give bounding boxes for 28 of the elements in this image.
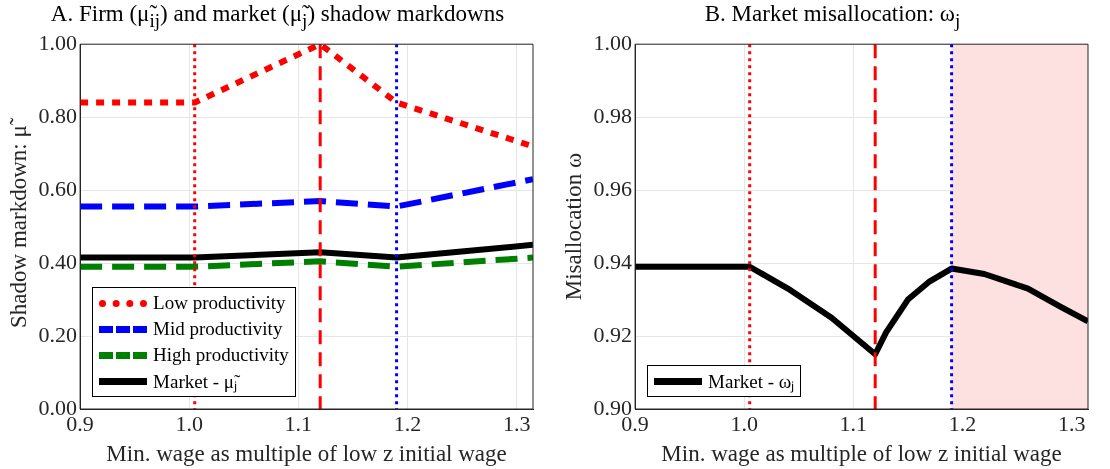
y-tick-label: 0.60	[38, 175, 78, 201]
y-axis-title: Shadow markdown: μ̃	[5, 117, 31, 328]
x-tick-label: 1.1	[284, 410, 313, 436]
y-tick-label: 0.92	[593, 321, 633, 347]
x-tick-label: 1.3	[502, 410, 531, 436]
y-tick-label: 0.96	[593, 175, 633, 201]
x-axis-title: Min. wage as multiple of low z initial wage	[661, 441, 1062, 467]
y-tick-label: 0.80	[38, 102, 78, 128]
x-tick-label: 1.0	[175, 410, 203, 436]
x-tick-label: 1.2	[948, 410, 977, 436]
y-axis-title: Misallocation ω	[560, 152, 586, 301]
x-tick-label: 1.2	[393, 410, 422, 436]
legend-label: Low productivity	[153, 292, 286, 314]
y-tick-label: 0.20	[38, 321, 78, 347]
legend-label: High productivity	[153, 344, 289, 366]
y-tick-label: 0.40	[38, 248, 78, 274]
chart-title: A. Firm (μ̃$_{ij}$) and market (μ̃$_{j}$) shadow markdowns	[50, 1, 505, 31]
y-tick-label: 1.00	[593, 29, 633, 55]
x-axis-title: Min. wage as multiple of low z initial wage	[106, 441, 507, 467]
x-tick-label: 1.3	[1057, 410, 1086, 436]
x-tick-label: 1.0	[730, 410, 758, 436]
y-tick-label: 0.94	[593, 248, 633, 274]
legend-label: Mid productivity	[153, 318, 283, 340]
legend-label: Market - ωⱼ	[708, 370, 795, 394]
x-tick-label: 1.1	[839, 410, 868, 436]
chart-title: B. Market misallocation: ω$_{j}$	[704, 1, 961, 31]
y-tick-label: 1.00	[38, 29, 78, 55]
y-tick-label: 0.98	[593, 102, 633, 128]
